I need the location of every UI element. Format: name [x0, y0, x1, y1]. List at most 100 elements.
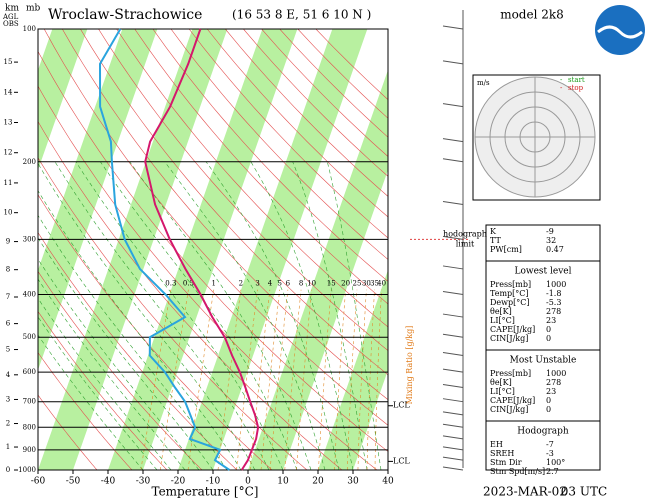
index-label: CAPE[J/kg] — [490, 325, 535, 334]
agl-label: AGL — [2, 13, 19, 21]
moist-adiabat — [164, 161, 326, 470]
index-label: K — [490, 227, 497, 236]
mixing-ratio-label: 35 — [370, 280, 379, 288]
isotherm-band — [108, 29, 298, 470]
logo-wave — [597, 25, 643, 39]
indices-box — [485, 224, 601, 471]
index-label: θe[K] — [490, 378, 512, 387]
mixing-ratio-label: 10 — [307, 280, 316, 288]
mixing-ratio-label: 25 — [353, 280, 362, 288]
moist-adiabat — [75, 161, 284, 470]
wind-barb — [442, 313, 464, 318]
index-value: 2.7 — [546, 467, 559, 476]
x-tick-label: 10 — [277, 477, 289, 487]
km-tick-label: 6 — [6, 320, 11, 328]
date-label: 2023-MAR-02 — [483, 485, 567, 499]
index-value: 1000 — [546, 369, 566, 378]
y-tick-label: 600 — [23, 368, 36, 376]
dry-adiabat — [38, 120, 343, 470]
index-label: θe[K] — [490, 307, 512, 316]
index-label: LI[°C] — [490, 316, 515, 325]
mixing-ratio-label: 3 — [255, 280, 259, 288]
hodograph-unit: m/s — [477, 79, 490, 87]
moist-adiabat — [38, 334, 144, 470]
temperature-line — [144, 28, 260, 471]
x-tick-label: -50 — [66, 477, 81, 487]
x-tick-label: -40 — [101, 477, 116, 487]
isotherm-band — [38, 29, 158, 371]
y-tick-label: 800 — [23, 423, 36, 431]
hodograph-stop: stop — [568, 84, 584, 92]
moist-adiabat — [38, 316, 158, 470]
index-value: 278 — [546, 378, 561, 387]
km-tick-label: 3 — [6, 395, 10, 403]
km-tick-label: 1 — [6, 443, 10, 451]
wind-barb — [442, 352, 464, 356]
km-tick-label: 14 — [4, 88, 13, 96]
mixing-ratio-label: 4 — [268, 280, 273, 288]
x-tick-label: 0 — [245, 477, 251, 487]
isotherm-band — [318, 270, 388, 470]
index-value: -7 — [546, 440, 554, 449]
index-value: 0 — [546, 396, 551, 405]
index-label: Temp[°C] — [490, 289, 529, 298]
wind-barb — [442, 456, 464, 461]
y-tick-label: 700 — [23, 398, 36, 406]
index-value: -9 — [546, 227, 554, 236]
chart-title: Wroclaw-Strachowice — [48, 7, 202, 23]
index-label: Press[mb] — [490, 280, 531, 289]
dry-adiabat — [206, 29, 388, 218]
mixing-ratio-label: 20 — [341, 280, 350, 288]
index-value: -1.8 — [546, 289, 561, 298]
index-value: -3 — [546, 449, 554, 458]
index-value: 23 — [546, 387, 556, 396]
km-tick-label: 2 — [6, 420, 10, 428]
x-tick-label: -60 — [31, 477, 46, 487]
x-tick-label: 30 — [347, 477, 359, 487]
mixing-ratio-label: 40 — [377, 280, 386, 288]
y-tick-label: 400 — [23, 291, 36, 299]
hodograph-start: start — [568, 76, 585, 84]
y-tick-label: 500 — [23, 333, 36, 341]
dry-adiabat — [98, 29, 388, 351]
mixing-ratio-label: 30 — [362, 280, 371, 288]
wind-barb — [442, 103, 464, 108]
index-value: 0 — [546, 325, 551, 334]
isotherm-band — [38, 29, 228, 470]
mixing-ratio-title: Mixing Ratio [g/kg] — [405, 326, 414, 405]
wind-barb — [442, 333, 464, 338]
mb-label: mb — [26, 4, 41, 14]
y-tick-label: 300 — [23, 235, 36, 243]
km-tick-label: 0 — [6, 466, 10, 474]
wind-barb — [442, 423, 464, 428]
index-label: SREH — [490, 449, 514, 458]
isotherm-band — [248, 70, 388, 470]
index-label: Stm Dir — [490, 458, 522, 467]
km-tick-label: 11 — [4, 179, 13, 187]
km-tick-label: 13 — [4, 119, 13, 127]
isotherm-band — [38, 29, 88, 170]
index-value: 23 — [546, 316, 556, 325]
y-tick-label: 200 — [23, 158, 36, 166]
wind-barb — [442, 466, 464, 471]
section-title: Lowest level — [514, 267, 571, 277]
lcl-label: LCL — [393, 401, 410, 410]
index-value: 0 — [546, 334, 551, 343]
index-value: 1000 — [546, 280, 566, 289]
dry-adiabat — [38, 310, 168, 470]
wind-barb — [442, 384, 464, 388]
index-value: 0 — [546, 405, 551, 414]
indices: K -9 TT 32 PW[cm] 0.47 Lowest level Press[mb] 10… — [486, 227, 600, 476]
mixing-ratio-label: 8 — [299, 280, 303, 288]
wind-barb — [442, 138, 464, 143]
obs-label: OBS — [3, 20, 19, 28]
mixing-ratio-label: 5 — [277, 280, 281, 288]
dry-adiabat — [134, 29, 388, 305]
x-tick-label: 20 — [312, 477, 324, 487]
dry-adiabat — [170, 29, 388, 260]
isotherm-band — [178, 29, 368, 470]
mixing-ratio-label: 2 — [239, 280, 243, 288]
index-label: Dewp[°C] — [490, 298, 529, 307]
km-tick-label: 12 — [4, 149, 13, 157]
